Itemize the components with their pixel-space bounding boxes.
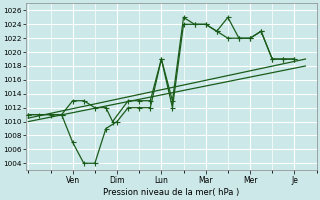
X-axis label: Pression niveau de la mer( hPa ): Pression niveau de la mer( hPa ) [103, 188, 239, 197]
